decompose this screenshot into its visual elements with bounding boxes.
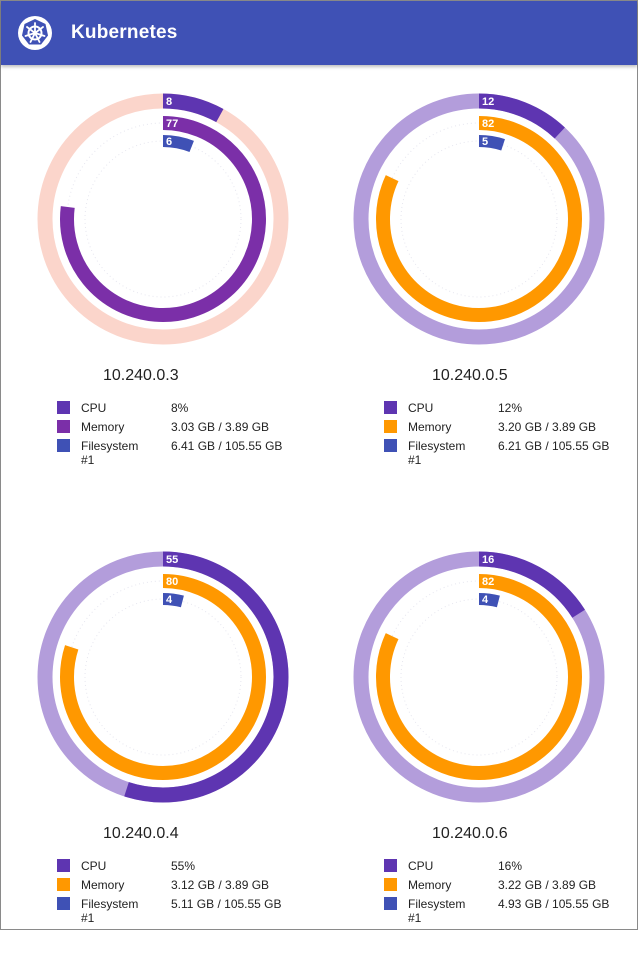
memory-percent-label: 82 [482, 576, 494, 588]
legend-value: 6.41 GB / 105.55 GB [171, 439, 283, 453]
cpu-swatch [57, 401, 70, 414]
filesystem-track [400, 598, 558, 756]
cpu-usage-arc [124, 551, 289, 803]
legend-value: 8% [171, 401, 189, 415]
memory-percent-label: 80 [166, 576, 178, 588]
node-name: 10.240.0.3 [103, 367, 179, 384]
filesystem-usage-arc [162, 593, 184, 608]
legend-label: Memory [408, 878, 452, 892]
legend-label: Filesystem #1 [408, 897, 466, 925]
legend-label: CPU [81, 859, 107, 873]
legend-label: CPU [408, 401, 434, 415]
legend-label: Filesystem #1 [408, 439, 466, 467]
cpu-percent-label: 8 [166, 96, 172, 108]
memory-percent-label: 77 [166, 118, 178, 130]
memory-percent-label: 82 [482, 118, 494, 130]
filesystem-swatch [57, 897, 70, 910]
filesystem-percent-label: 4 [166, 594, 173, 606]
memory-swatch [384, 420, 397, 433]
app-title: Kubernetes [71, 22, 178, 43]
cpu-usage-arc [162, 93, 224, 123]
memory-usage-arc [60, 116, 266, 322]
cpu-percent-label: 16 [482, 554, 494, 566]
legend-label: CPU [81, 401, 107, 415]
filesystem-percent-label: 4 [482, 594, 489, 606]
filesystem-swatch [384, 439, 397, 452]
filesystem-percent-label: 6 [166, 136, 172, 148]
filesystem-track [400, 140, 558, 298]
legend-value: 12% [498, 401, 523, 415]
node-name: 10.240.0.5 [432, 367, 508, 384]
legend-label: CPU [408, 859, 434, 873]
node-card: 8 77 6 10.240.0.3 CPU 8% Memory 3.03 GB / … [13, 79, 313, 519]
filesystem-usage-arc [478, 593, 500, 608]
cpu-usage-arc [478, 551, 585, 618]
legend-value: 55% [171, 859, 196, 873]
memory-usage-arc [376, 574, 582, 780]
cpu-percent-label: 55 [166, 554, 178, 566]
cpu-usage-arc [478, 93, 565, 139]
app-window: Kubernetes 8 77 6 10.240.0.3 CPU 8% Memory… [0, 0, 638, 930]
legend-value: 3.12 GB / 3.89 GB [171, 878, 270, 892]
legend-value: 16% [498, 859, 523, 873]
legend-value: 5.11 GB / 105.55 GB [171, 897, 282, 911]
node-name: 10.240.0.6 [432, 825, 508, 842]
memory-swatch [57, 878, 70, 891]
node-usage-donut: 8 77 6 [37, 93, 289, 345]
memory-swatch [384, 878, 397, 891]
filesystem-usage-arc [478, 135, 505, 151]
legend-label: Memory [81, 878, 125, 892]
legend-value: 3.20 GB / 3.89 GB [498, 420, 597, 434]
cpu-swatch [384, 401, 397, 414]
filesystem-usage-arc [162, 135, 194, 153]
legend-value: 6.21 GB / 105.55 GB [498, 439, 610, 453]
legend-value: 4.93 GB / 105.55 GB [498, 897, 610, 911]
legend-label: Memory [81, 420, 125, 434]
app-header: Kubernetes [1, 1, 637, 65]
filesystem-track [84, 598, 242, 756]
node-usage-donut: 55 80 4 [37, 551, 289, 803]
node-usage-donut: 12 82 5 [353, 93, 605, 345]
node-name: 10.240.0.4 [103, 825, 179, 842]
legend-label: Filesystem #1 [81, 897, 139, 925]
memory-swatch [57, 420, 70, 433]
legend-value: 3.22 GB / 3.89 GB [498, 878, 597, 892]
node-card: 12 82 5 10.240.0.5 CPU 12% Memory 3.20 GB … [329, 79, 629, 519]
cpu-percent-label: 12 [482, 96, 494, 108]
filesystem-swatch [384, 897, 397, 910]
kubernetes-logo-icon[interactable] [17, 15, 53, 51]
memory-usage-arc [60, 574, 266, 780]
filesystem-percent-label: 5 [482, 136, 488, 148]
cpu-swatch [57, 859, 70, 872]
filesystem-track [84, 140, 242, 298]
filesystem-swatch [57, 439, 70, 452]
legend-label: Filesystem #1 [81, 439, 139, 467]
legend-value: 3.03 GB / 3.89 GB [171, 420, 270, 434]
memory-usage-arc [376, 116, 582, 322]
node-card: 55 80 4 10.240.0.4 CPU 55% Memory 3.12 GB … [13, 537, 313, 977]
node-card: 16 82 4 10.240.0.6 CPU 16% Memory 3.22 GB … [329, 537, 629, 977]
legend-label: Memory [408, 420, 452, 434]
cpu-swatch [384, 859, 397, 872]
node-usage-donut: 16 82 4 [353, 551, 605, 803]
